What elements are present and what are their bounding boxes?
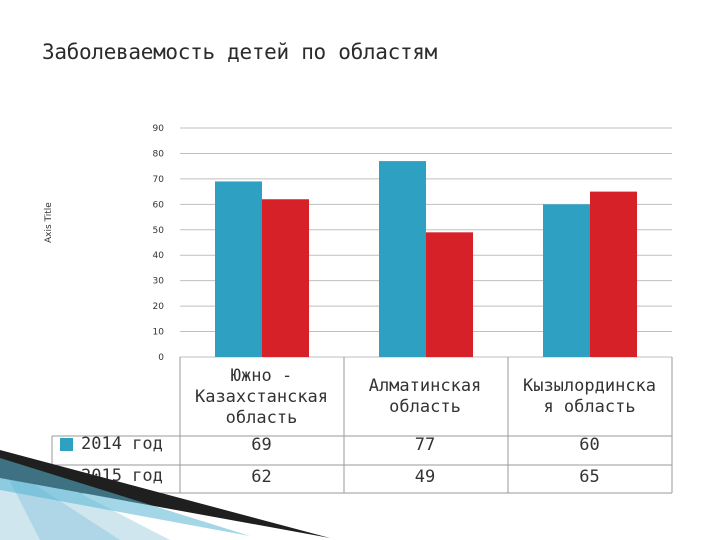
category-label-kyzylorda: Кызылординска я область xyxy=(522,376,657,417)
y-tick-label-10: 10 xyxy=(153,328,165,338)
bar-2014-год-0 xyxy=(215,181,262,357)
data-label-2015-south: 62 xyxy=(251,467,272,487)
y-tick-label-80: 80 xyxy=(153,149,165,159)
y-tick-label-0: 0 xyxy=(158,353,164,363)
data-label-2014-almaty: 77 xyxy=(414,435,436,455)
legend-swatch-2014 xyxy=(60,437,73,451)
y-tick-label-70: 70 xyxy=(153,175,165,185)
y-tick-label-90: 90 xyxy=(153,124,165,134)
data-label-2014-south: 69 xyxy=(251,435,272,455)
y-tick-labels: 0 10 20 30 40 50 60 70 80 90 xyxy=(153,124,165,363)
legend-2014: 2014 год xyxy=(60,432,163,456)
bars xyxy=(215,161,637,357)
y-axis-title: Axis Title xyxy=(44,202,54,243)
y-tick-label-20: 20 xyxy=(153,302,165,312)
category-label-almaty: Алматинская область xyxy=(368,376,482,417)
y-tick-label-40: 40 xyxy=(153,251,165,261)
corner-decoration xyxy=(0,450,330,540)
data-label-2015-kyzylorda: 65 xyxy=(579,467,600,487)
y-tick-label-50: 50 xyxy=(153,226,165,236)
legend-label-2014: 2014 год xyxy=(81,434,163,454)
bar-2015-год-1 xyxy=(426,232,473,357)
y-tick-label-60: 60 xyxy=(153,200,165,210)
y-tick-label-30: 30 xyxy=(153,277,165,287)
bar-2015-год-0 xyxy=(262,199,309,357)
chart-title: Заболеваемость детей по областям xyxy=(42,40,437,64)
category-label-south-kazakhstan: Южно - Казахстанская область xyxy=(194,365,329,428)
bar-2015-год-2 xyxy=(590,191,637,357)
bar-2014-год-1 xyxy=(379,161,426,357)
data-label-2015-almaty: 49 xyxy=(414,467,436,487)
bar-2014-год-2 xyxy=(543,204,590,357)
data-label-2014-kyzylorda: 60 xyxy=(579,435,600,455)
data-table-lines xyxy=(51,357,673,494)
